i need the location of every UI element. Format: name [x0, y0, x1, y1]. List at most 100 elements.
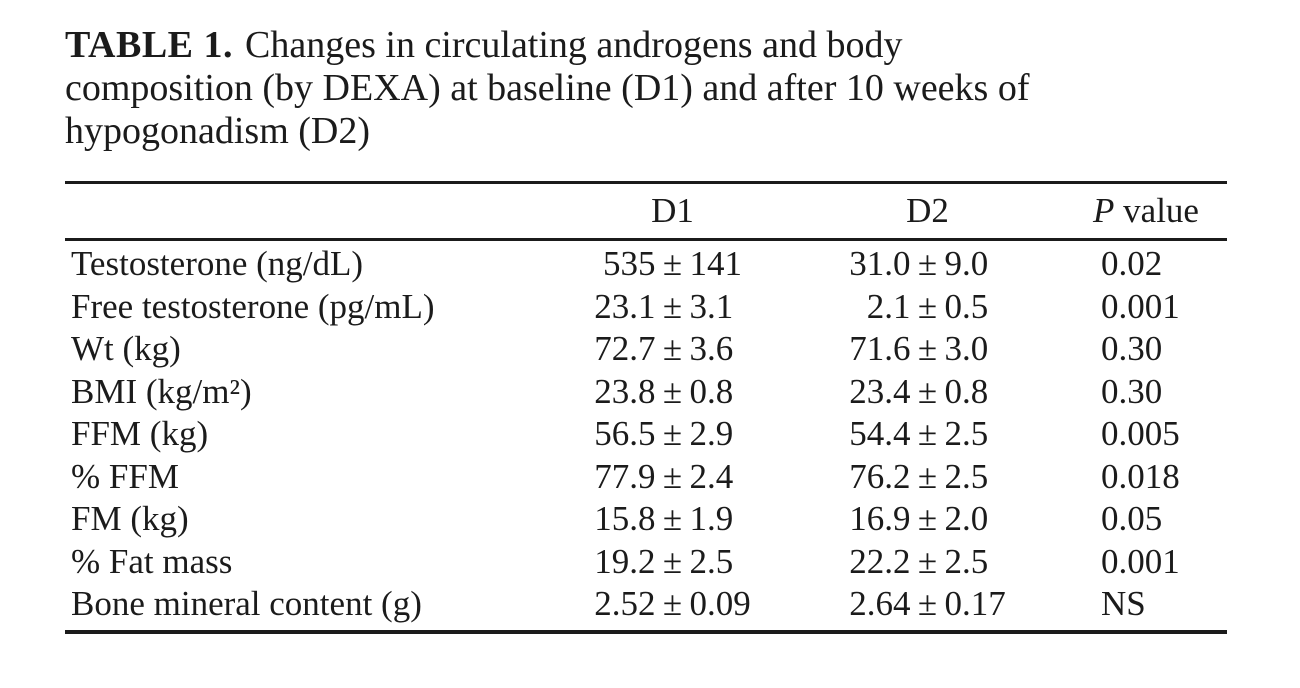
d2-mean: 71.6: [849, 329, 911, 368]
row-label: BMI (kg/m²): [71, 371, 252, 411]
d1-sd: 141: [689, 244, 743, 283]
p-value: 0.30: [1101, 329, 1163, 368]
d2-sd: 2.5: [944, 414, 989, 453]
plus-minus-sign: ±: [917, 244, 938, 283]
table-number-label: TABLE 1.: [65, 24, 234, 66]
d1-mean: 19.2: [594, 541, 656, 581]
d2-mean: 23.4: [849, 371, 911, 411]
d2-value: 2.1 ±0.5: [790, 286, 1065, 329]
header-p-rest: value: [1114, 191, 1199, 230]
caption-line-3: hypogonadism (D2): [65, 110, 371, 152]
d2-sd: 3.0: [944, 329, 989, 368]
d2-sd: 2.5: [944, 541, 989, 581]
table-body: Testosterone (ng/dL) 535 ±141 31.0 ±9.0 0.…: [65, 241, 1227, 630]
d2-value: 54.4 ±2.5: [790, 413, 1065, 456]
plus-minus-sign: ±: [917, 414, 938, 453]
d2-sd: 2.0: [944, 499, 989, 538]
row-label: Bone mineral content (g): [71, 584, 422, 623]
p-value: NS: [1101, 584, 1146, 623]
plus-minus-sign: ±: [917, 371, 938, 411]
table-row: % FFM 77.9 ±2.4 76.2 ±2.5 0.018: [65, 456, 1227, 499]
p-value: 0.02: [1101, 244, 1163, 283]
plus-minus-sign: ±: [662, 244, 683, 283]
d1-sd: 3.1: [689, 286, 734, 326]
p-value: 0.005: [1101, 414, 1180, 453]
d2-value: 23.4 ±0.8: [790, 371, 1065, 414]
header-d2: D2: [906, 191, 949, 230]
d1-value: 19.2 ±2.5: [555, 541, 790, 584]
table-top-rule: [65, 181, 1227, 184]
d2-mean: 31.0: [849, 244, 911, 283]
table-row: Free testosterone (pg/mL) 23.1 ±3.1 2.1 ±0…: [65, 286, 1227, 329]
row-label: Wt (kg): [71, 329, 181, 368]
d1-value: 23.8 ±0.8: [555, 371, 790, 414]
d2-sd: 9.0: [944, 244, 989, 283]
caption-text-1: Changes in circulating androgens and bod…: [245, 24, 903, 66]
d1-sd: 2.4: [689, 456, 734, 496]
d2-mean: 76.2: [849, 456, 911, 496]
plus-minus-sign: ±: [662, 499, 683, 538]
d2-sd: 2.5: [944, 456, 989, 496]
caption-line-1: TABLE 1. Changes in circulating androgens…: [65, 24, 1030, 67]
d1-sd: 2.9: [689, 414, 734, 453]
d2-mean: 54.4: [849, 414, 911, 453]
table-row: Testosterone (ng/dL) 535 ±141 31.0 ±9.0 0.…: [65, 243, 1227, 286]
d1-value: 15.8 ±1.9: [555, 498, 790, 541]
d2-value: 31.0 ±9.0: [790, 243, 1065, 286]
d2-mean: 16.9: [849, 499, 911, 538]
header-p-italic: P: [1093, 191, 1115, 230]
caption-line-2: composition (by DEXA) at baseline (D1) a…: [65, 67, 1030, 109]
p-value: 0.001: [1101, 286, 1180, 326]
d2-sd: 0.8: [944, 371, 989, 411]
row-label: % FFM: [71, 456, 179, 496]
d1-mean: 23.8: [594, 371, 656, 411]
d2-value: 76.2 ±2.5: [790, 456, 1065, 499]
row-label: % Fat mass: [71, 541, 233, 581]
d2-value: 71.6 ±3.0: [790, 328, 1065, 371]
table-caption: TABLE 1. Changes in circulating androgens…: [65, 24, 1030, 153]
table-row: BMI (kg/m²) 23.8 ±0.8 23.4 ±0.8 0.30: [65, 371, 1227, 414]
d1-value: 56.5 ±2.9: [555, 413, 790, 456]
plus-minus-sign: ±: [917, 286, 938, 326]
p-value: 0.001: [1101, 541, 1180, 581]
table-row: Wt (kg) 72.7 ±3.6 71.6 ±3.0 0.30: [65, 328, 1227, 371]
data-table: D1 D2 P value Testosterone (ng/dL) 535 ±1…: [65, 181, 1227, 634]
row-label: FFM (kg): [71, 414, 209, 453]
table-row: % Fat mass 19.2 ±2.5 22.2 ±2.5 0.001: [65, 541, 1227, 584]
d1-sd: 0.09: [689, 584, 751, 623]
plus-minus-sign: ±: [662, 286, 683, 326]
d1-mean: 2.52: [594, 584, 656, 623]
d1-mean: 72.7: [594, 329, 656, 368]
d1-mean: 15.8: [594, 499, 656, 538]
plus-minus-sign: ±: [662, 414, 683, 453]
d1-sd: 0.8: [689, 371, 734, 411]
plus-minus-sign: ±: [662, 541, 683, 581]
table-bottom-rule: [65, 629, 1227, 634]
plus-minus-sign: ±: [662, 371, 683, 411]
plus-minus-sign: ±: [662, 329, 683, 368]
d1-sd: 1.9: [689, 499, 734, 538]
plus-minus-sign: ±: [917, 499, 938, 538]
d1-sd: 2.5: [689, 541, 734, 581]
p-value: 0.05: [1101, 499, 1163, 538]
d2-sd: 0.5: [944, 286, 989, 326]
d2-value: 16.9 ±2.0: [790, 498, 1065, 541]
header-row: D1 D2 P value: [65, 184, 1227, 238]
plus-minus-sign: ±: [917, 329, 938, 368]
plus-minus-sign: ±: [917, 456, 938, 496]
plus-minus-sign: ±: [662, 456, 683, 496]
d2-mean: 2.1: [866, 286, 911, 326]
header-d1: D1: [651, 191, 694, 230]
p-value: 0.30: [1101, 371, 1163, 411]
table-header-rule: [65, 238, 1227, 241]
plus-minus-sign: ±: [662, 584, 683, 623]
row-label: FM (kg): [71, 499, 189, 538]
d2-sd: 0.17: [944, 584, 1006, 623]
d1-mean: 77.9: [594, 456, 656, 496]
d1-value: 23.1 ±3.1: [555, 286, 790, 329]
header-p-value: P value: [1065, 184, 1227, 238]
d1-mean: 535: [603, 244, 656, 283]
d1-sd: 3.6: [689, 329, 734, 368]
d1-value: 2.52 ±0.09: [555, 583, 790, 626]
